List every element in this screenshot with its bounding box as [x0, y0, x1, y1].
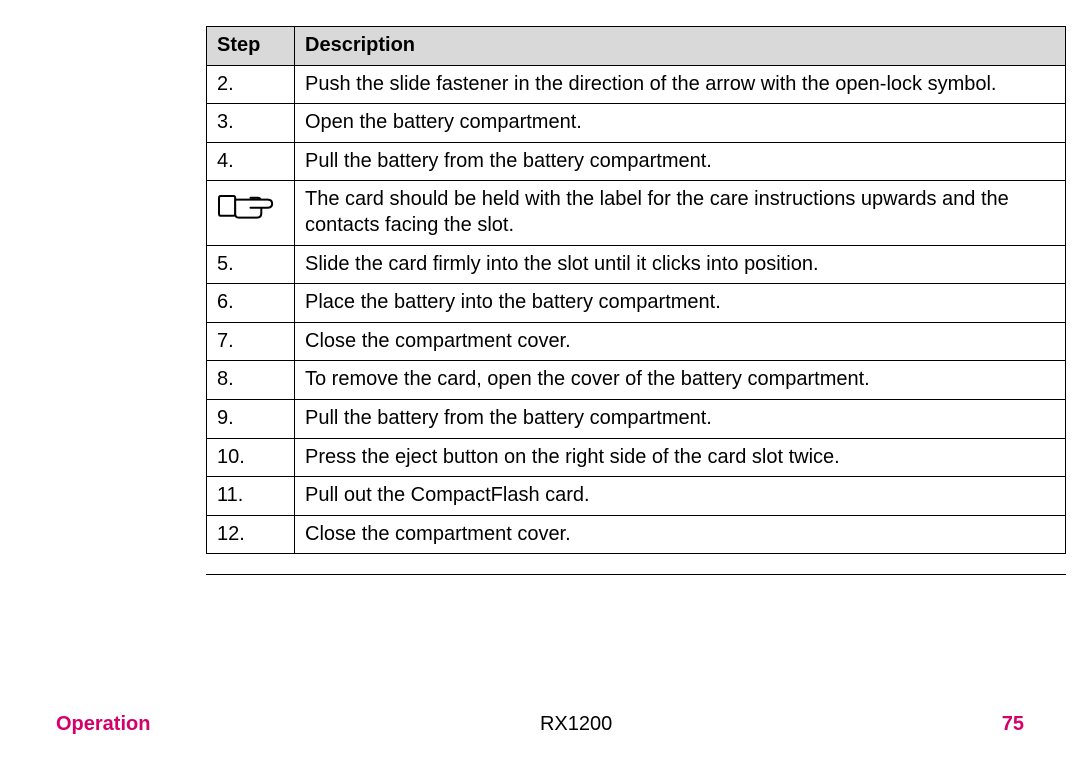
- step-description: Pull the battery from the battery compar…: [295, 142, 1066, 181]
- step-description: Pull out the CompactFlash card.: [295, 477, 1066, 516]
- table-row: 5.Slide the card firmly into the slot un…: [207, 245, 1066, 284]
- steps-table: Step Description 2.Push the slide fasten…: [206, 26, 1066, 554]
- table-header-row: Step Description: [207, 27, 1066, 66]
- pointing-hand-icon: [217, 187, 275, 223]
- note-icon-cell: [207, 181, 295, 245]
- table-row: 11.Pull out the CompactFlash card.: [207, 477, 1066, 516]
- table-row: 8.To remove the card, open the cover of …: [207, 361, 1066, 400]
- table-row: 6.Place the battery into the battery com…: [207, 284, 1066, 323]
- step-number: 7.: [207, 322, 295, 361]
- step-description: To remove the card, open the cover of th…: [295, 361, 1066, 400]
- table-row: 9.Pull the battery from the battery comp…: [207, 399, 1066, 438]
- table-row: 10.Press the eject button on the right s…: [207, 438, 1066, 477]
- table-row: 4.Pull the battery from the battery comp…: [207, 142, 1066, 181]
- step-number: 3.: [207, 104, 295, 143]
- col-header-step: Step: [207, 27, 295, 66]
- step-number: 2.: [207, 65, 295, 104]
- table-row: The card should be held with the label f…: [207, 181, 1066, 245]
- table-row: 7.Close the compartment cover.: [207, 322, 1066, 361]
- step-number: 6.: [207, 284, 295, 323]
- step-number: 10.: [207, 438, 295, 477]
- footer-model: RX1200: [150, 713, 1001, 736]
- step-description: Close the compartment cover.: [295, 322, 1066, 361]
- table-row: 12.Close the compartment cover.: [207, 515, 1066, 554]
- step-description: Press the eject button on the right side…: [295, 438, 1066, 477]
- col-header-description: Description: [295, 27, 1066, 66]
- step-number: 8.: [207, 361, 295, 400]
- step-number: 5.: [207, 245, 295, 284]
- step-description: Close the compartment cover.: [295, 515, 1066, 554]
- step-description: Push the slide fastener in the direction…: [295, 65, 1066, 104]
- manual-page: Step Description 2.Push the slide fasten…: [0, 0, 1080, 766]
- step-number: 4.: [207, 142, 295, 181]
- step-description: Slide the card firmly into the slot unti…: [295, 245, 1066, 284]
- table-row: 2.Push the slide fastener in the directi…: [207, 65, 1066, 104]
- section-end-rule: [206, 574, 1066, 575]
- footer-page-number: 75: [1002, 713, 1024, 736]
- step-number: 11.: [207, 477, 295, 516]
- step-description: Place the battery into the battery compa…: [295, 284, 1066, 323]
- step-description: Open the battery compartment.: [295, 104, 1066, 143]
- table-row: 3.Open the battery compartment.: [207, 104, 1066, 143]
- step-number: 12.: [207, 515, 295, 554]
- footer-section-label: Operation: [56, 713, 150, 736]
- page-footer: Operation RX1200 75: [56, 713, 1024, 736]
- step-description: The card should be held with the label f…: [295, 181, 1066, 245]
- step-number: 9.: [207, 399, 295, 438]
- step-description: Pull the battery from the battery compar…: [295, 399, 1066, 438]
